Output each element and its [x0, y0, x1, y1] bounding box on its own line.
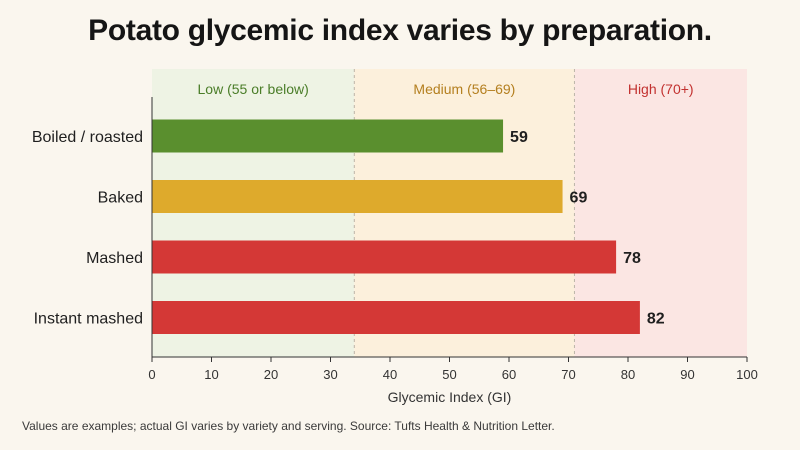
bars: Boiled / roasted 59 Baked 69 Mashed 78 Instant…	[32, 119, 665, 334]
category-label: Instant mashed	[34, 311, 143, 328]
x-axis: 0 10 20 30 40 50 60 70 80 90 100 Glycemic Index (GI…	[148, 97, 758, 405]
x-tick-label: 50	[442, 367, 456, 382]
bar	[152, 240, 617, 274]
chart-title: Potato glycemic index varies by preparat…	[88, 14, 712, 47]
value-label: 69	[570, 190, 588, 207]
bar	[152, 119, 504, 153]
bar	[152, 301, 640, 334]
zone-label: High (70+)	[628, 81, 694, 97]
x-tick-label: 30	[323, 367, 337, 382]
footnote: Values are examples; actual GI varies by…	[22, 419, 555, 433]
x-tick-label: 70	[561, 367, 575, 382]
category-label: Boiled / roasted	[32, 129, 143, 146]
value-label: 59	[510, 129, 528, 146]
category-label: Mashed	[86, 250, 143, 267]
x-tick-label: 0	[148, 367, 155, 382]
x-tick-label: 60	[502, 367, 516, 382]
x-tick-label: 40	[383, 367, 397, 382]
x-tick-label: 90	[680, 367, 694, 382]
x-tick-label: 100	[736, 367, 758, 382]
bar	[152, 180, 563, 213]
category-label: Baked	[98, 190, 143, 207]
x-tick-label: 20	[264, 367, 278, 382]
value-label: 78	[623, 250, 641, 267]
x-tick-label: 10	[204, 367, 218, 382]
zone-label: Medium (56–69)	[413, 81, 515, 97]
x-axis-title: Glycemic Index (GI)	[388, 389, 512, 405]
zone-label: Low (55 or below)	[198, 81, 309, 97]
value-label: 82	[647, 311, 665, 328]
x-tick-label: 80	[621, 367, 635, 382]
